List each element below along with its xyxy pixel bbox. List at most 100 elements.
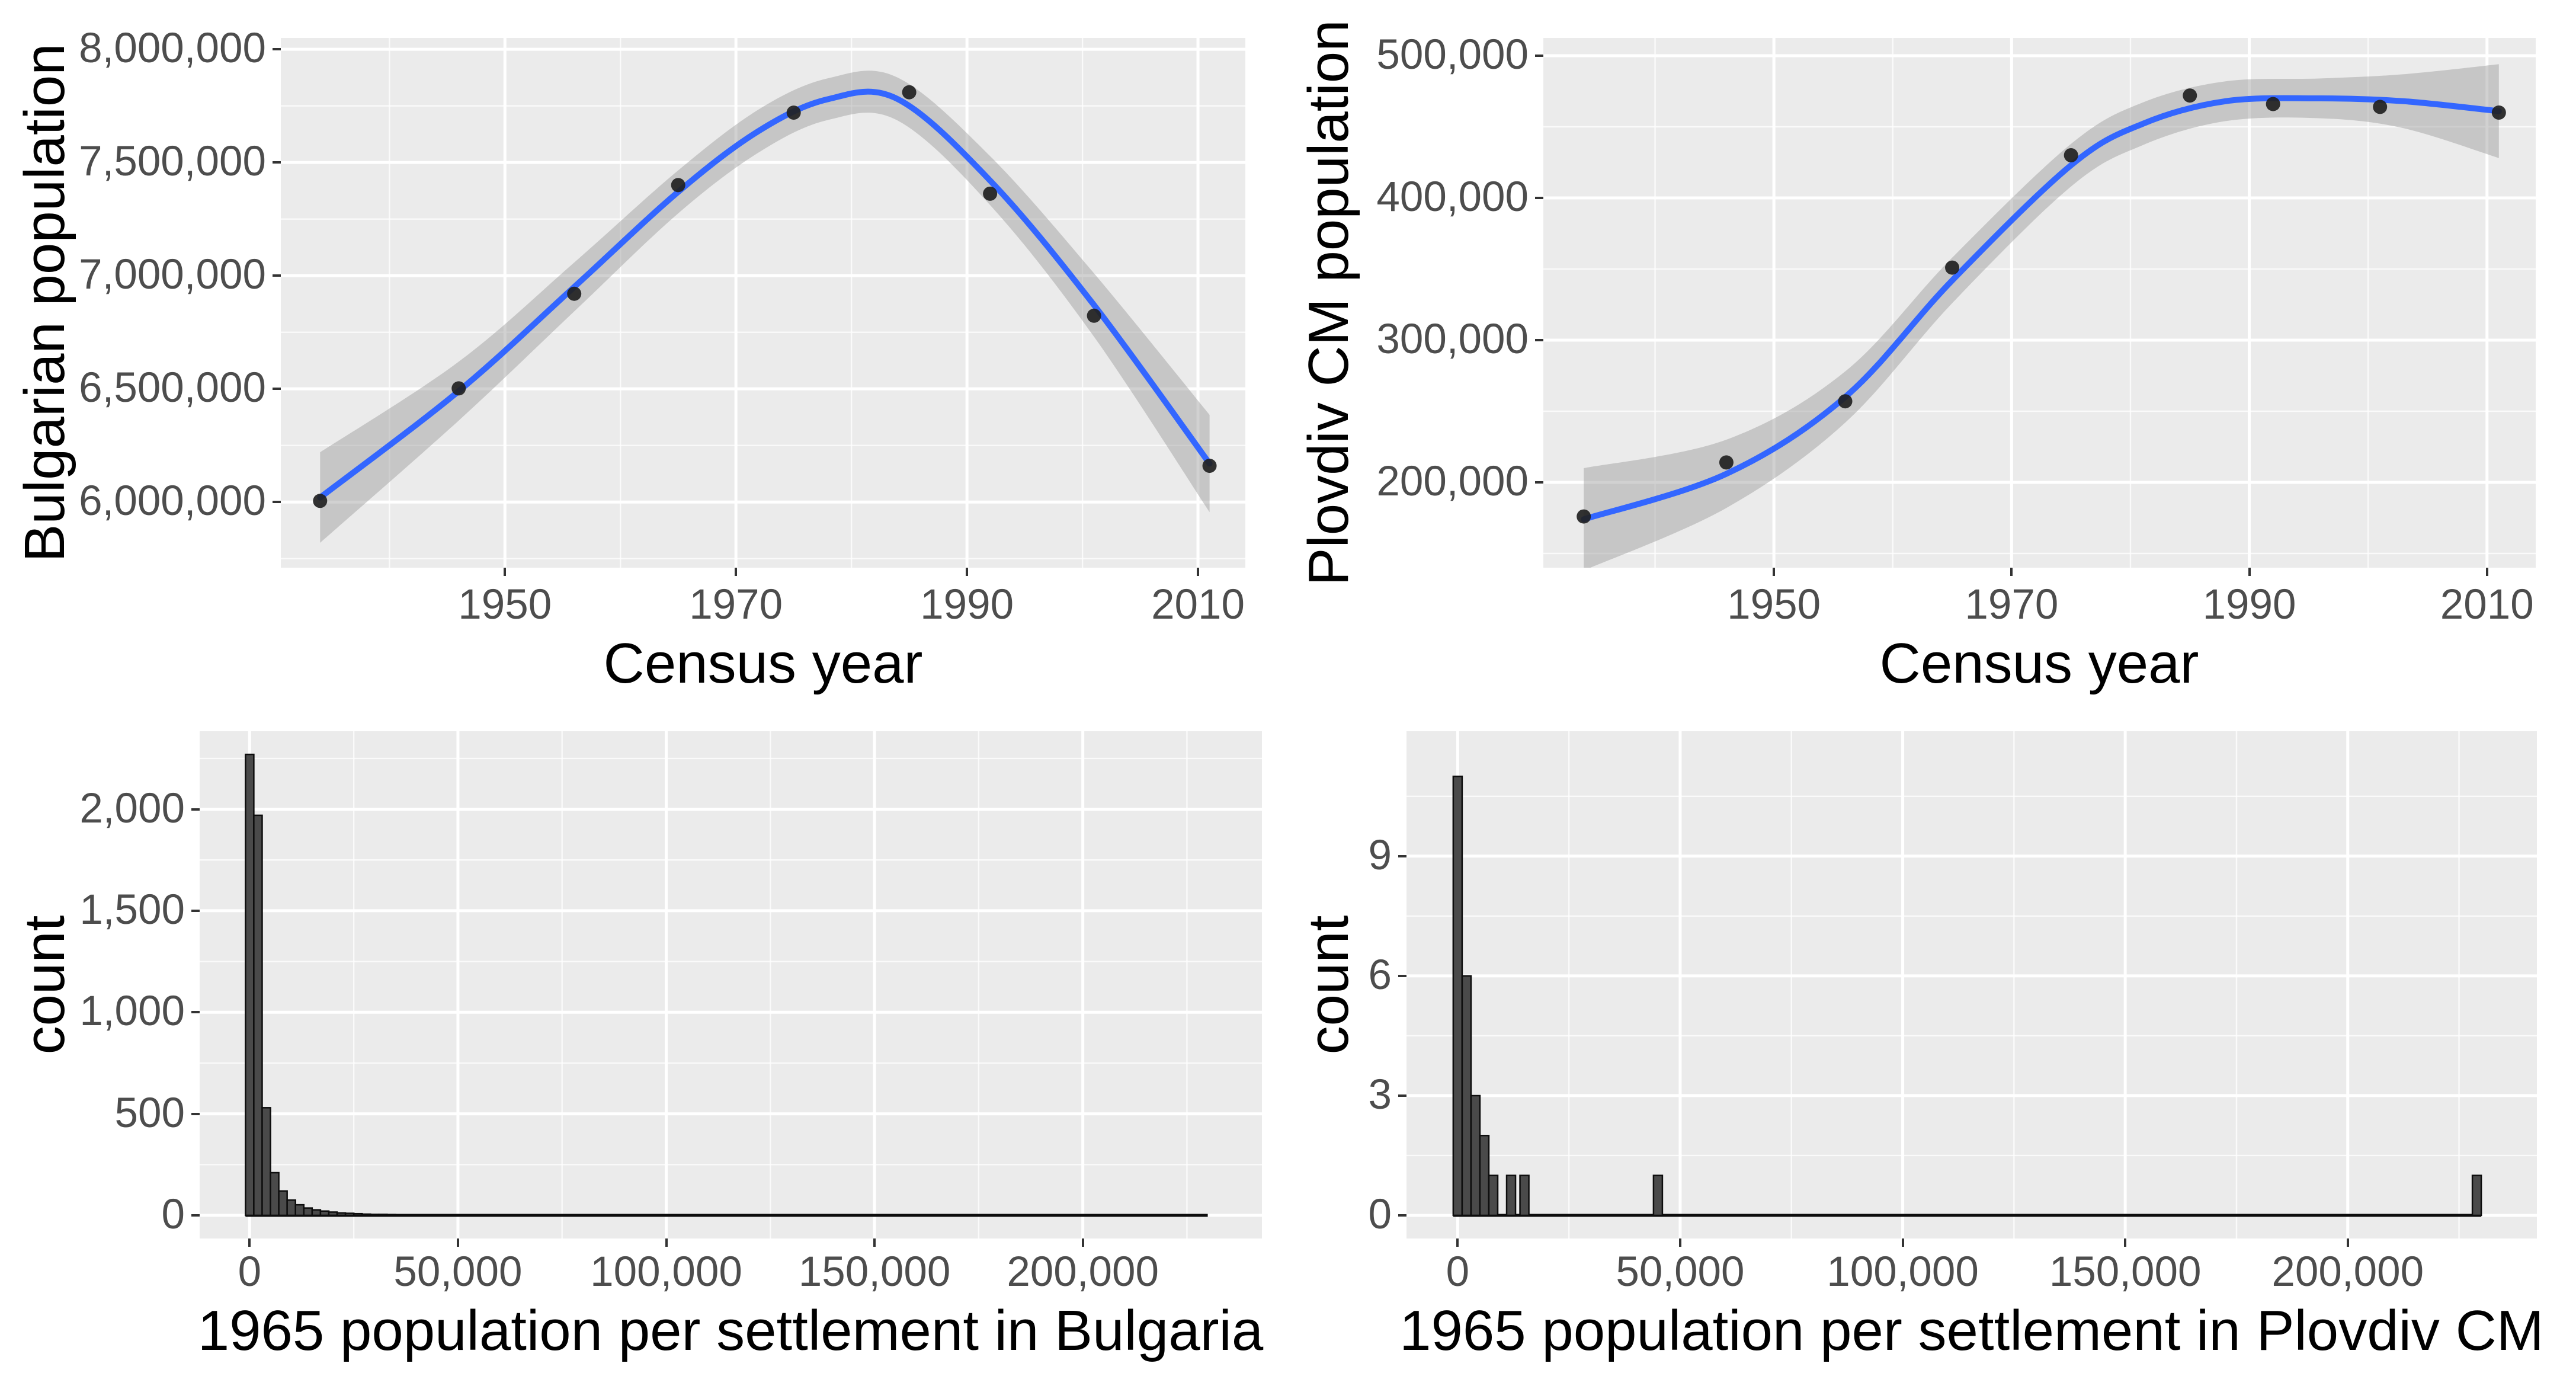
- x-tick-label: 50,000: [1616, 1249, 1745, 1295]
- panel-a-plot-area: [281, 38, 1245, 568]
- panel-c-x-axis-title: 1965 population per settlement in Bulgar…: [197, 1299, 1264, 1362]
- panel-b-x-axis-title: Census year: [1879, 632, 2199, 695]
- histogram-bar: [1652, 1174, 1664, 1217]
- histogram-bar: [344, 1212, 355, 1217]
- x-tick-mark: [1197, 568, 1200, 576]
- histogram-bar: [261, 1107, 271, 1217]
- x-tick-label: 2010: [1151, 581, 1245, 628]
- x-tick-label: 150,000: [798, 1249, 951, 1295]
- y-tick-mark: [191, 1214, 200, 1217]
- panel-d-plot-area: [1406, 731, 2537, 1238]
- histogram-bar: [245, 753, 255, 1217]
- y-tick-label: 1,500: [79, 886, 185, 933]
- y-tick-label: 0: [1368, 1190, 1392, 1238]
- y-tick-mark: [191, 808, 200, 811]
- histogram-bar: [278, 1190, 288, 1217]
- histogram-bar: [1461, 975, 1472, 1217]
- y-tick-mark: [1398, 1094, 1406, 1097]
- histogram-bar: [370, 1213, 380, 1217]
- x-tick-mark: [2346, 1238, 2349, 1247]
- panel-c-plot-area: [200, 731, 1262, 1238]
- y-tick-label: 200,000: [1376, 458, 1529, 505]
- histogram-bar: [303, 1207, 313, 1217]
- y-tick-label: 0: [161, 1190, 185, 1238]
- x-tick-label: 50,000: [393, 1249, 523, 1295]
- y-tick-label: 9: [1368, 831, 1392, 879]
- y-tick-label: 400,000: [1376, 174, 1529, 220]
- histogram-bar: [378, 1213, 388, 1217]
- x-tick-mark: [456, 1238, 459, 1247]
- histogram-bar: [1519, 1174, 1530, 1217]
- x-tick-mark: [1773, 568, 1776, 576]
- x-tick-label: 1990: [920, 581, 1014, 628]
- y-tick-mark: [273, 388, 281, 391]
- y-tick-label: 6,000,000: [79, 478, 266, 525]
- histogram-bar: [294, 1204, 305, 1217]
- x-tick-label: 200,000: [1007, 1249, 1159, 1295]
- x-tick-mark: [2124, 1238, 2127, 1247]
- x-tick-label: 100,000: [1827, 1249, 1979, 1295]
- histogram-bar: [361, 1213, 371, 1217]
- histogram-bar: [2471, 1174, 2482, 1217]
- y-tick-mark: [191, 909, 200, 912]
- y-tick-label: 500,000: [1376, 31, 1529, 78]
- x-tick-label: 200,000: [2271, 1249, 2424, 1295]
- x-tick-label: 2010: [2440, 581, 2534, 628]
- x-tick-label: 1970: [1965, 581, 2059, 628]
- x-tick-mark: [735, 568, 738, 576]
- histogram-bar: [1452, 775, 1463, 1217]
- x-tick-label: 0: [1446, 1249, 1470, 1295]
- histogram-bar: [311, 1209, 322, 1217]
- x-tick-mark: [966, 568, 969, 576]
- y-tick-mark: [1535, 55, 1543, 57]
- x-tick-label: 1950: [458, 581, 552, 628]
- y-tick-mark: [191, 1011, 200, 1014]
- y-tick-label: 7,500,000: [79, 138, 266, 185]
- y-tick-mark: [1535, 197, 1543, 199]
- y-tick-mark: [273, 48, 281, 51]
- y-tick-mark: [273, 501, 281, 504]
- x-tick-mark: [2485, 568, 2488, 576]
- y-tick-mark: [273, 274, 281, 277]
- panel-a-x-axis-title: Census year: [603, 632, 923, 695]
- y-tick-label: 7,000,000: [79, 251, 266, 299]
- histogram-bar: [253, 814, 263, 1217]
- y-tick-label: 6,500,000: [79, 364, 266, 412]
- histogram-bar: [270, 1172, 280, 1217]
- x-tick-label: 1990: [2202, 581, 2296, 628]
- y-tick-mark: [191, 1112, 200, 1115]
- x-tick-mark: [1901, 1238, 1904, 1247]
- y-tick-label: 300,000: [1376, 316, 1529, 363]
- y-tick-mark: [1535, 339, 1543, 341]
- y-tick-label: 6: [1368, 951, 1392, 998]
- y-tick-mark: [1535, 481, 1543, 484]
- y-tick-label: 2,000: [79, 785, 185, 832]
- panel-b-plot-area: [1543, 38, 2536, 568]
- x-tick-label: 150,000: [2049, 1249, 2202, 1295]
- x-tick-mark: [873, 1238, 876, 1247]
- x-tick-mark: [1081, 1238, 1084, 1247]
- y-tick-mark: [1398, 974, 1406, 977]
- histogram-bar: [1479, 1134, 1490, 1217]
- x-tick-label: 0: [238, 1249, 262, 1295]
- y-tick-label: 500: [114, 1089, 185, 1137]
- x-tick-label: 1970: [689, 581, 783, 628]
- x-tick-mark: [1456, 1238, 1459, 1247]
- panel-d-x-axis-title: 1965 population per settlement in Plovdi…: [1399, 1299, 2544, 1362]
- x-tick-mark: [665, 1238, 668, 1247]
- y-tick-mark: [1398, 854, 1406, 857]
- histogram-bar: [328, 1211, 338, 1217]
- y-tick-mark: [273, 161, 281, 164]
- x-tick-mark: [1678, 1238, 1681, 1247]
- x-tick-mark: [248, 1238, 251, 1247]
- histogram-bar: [319, 1210, 330, 1217]
- y-tick-label: 8,000,000: [79, 25, 266, 72]
- histogram-bar: [336, 1212, 347, 1217]
- x-tick-mark: [504, 568, 507, 576]
- y-tick-label: 3: [1368, 1071, 1392, 1118]
- x-tick-label: 100,000: [590, 1249, 742, 1295]
- x-tick-mark: [2248, 568, 2251, 576]
- x-tick-mark: [2010, 568, 2013, 576]
- x-tick-label: 1950: [1727, 581, 1821, 628]
